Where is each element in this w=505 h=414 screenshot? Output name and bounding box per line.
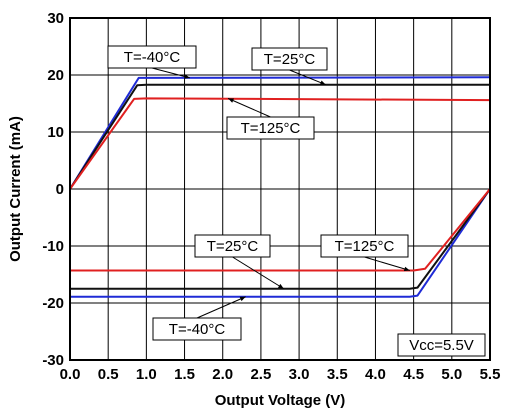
annotation-label: T=125°C	[241, 120, 301, 137]
annotation-box	[107, 45, 197, 69]
tick-labels: 0.0 0.5 1.0 1.5 2.0 2.5 3.0 3.5 4.0 4.5 5.0 5.5 -30 -…	[42, 10, 500, 383]
annotation-arrowhead	[319, 80, 326, 85]
plot-frame	[69, 17, 491, 361]
x-tick-label: 1.0	[136, 366, 157, 383]
series-line-sink-5	[70, 188, 491, 272]
annotation-box	[152, 317, 242, 341]
y-tick-label: 20	[47, 67, 64, 84]
y-tick-label: -10	[42, 238, 64, 255]
annotation-arrowhead	[277, 283, 284, 289]
annotation-pointer	[289, 69, 327, 86]
annotations: T=-40°C T=25°C T=125°C T=25°C T=125°C T=-40°C…	[107, 45, 486, 357]
y-tick-label: -20	[42, 295, 64, 312]
annotation-label: T=-40°C	[124, 49, 181, 66]
series-line-source-0	[69, 76, 491, 190]
x-tick-label: 3.5	[327, 366, 348, 383]
x-axis-title: Output Voltage (V)	[215, 392, 346, 409]
annotation-box	[397, 333, 486, 357]
annotation-box	[226, 116, 315, 140]
x-tick-label: 0.5	[98, 366, 119, 383]
annotation-label: Vcc=5.5V	[409, 337, 474, 354]
annotation-box	[320, 234, 409, 258]
annotation-label: T=125°C	[335, 238, 395, 255]
annotation-arrowhead	[403, 266, 410, 272]
y-tick-label: -30	[42, 352, 64, 369]
x-tick-label: 4.0	[365, 366, 386, 383]
series-layer	[69, 76, 491, 298]
annotation-pointer	[196, 296, 246, 319]
series-line-source-2	[69, 97, 491, 190]
y-tick-label: 0	[56, 181, 64, 198]
series-line-source-1	[69, 83, 490, 190]
series-line-sink-3	[70, 188, 491, 298]
annotation-pointer	[151, 67, 191, 79]
annotation-box	[194, 234, 271, 258]
annotation-arrowhead	[239, 296, 246, 302]
x-tick-label: 2.5	[250, 366, 271, 383]
annotation-label: T=25°C	[264, 51, 316, 68]
x-tick-label: 5.0	[441, 366, 462, 383]
annotation-label: T=-40°C	[169, 321, 226, 338]
x-tick-label: 0.0	[60, 366, 81, 383]
annotation-arrowhead	[183, 74, 190, 79]
x-tick-label: 4.5	[403, 366, 424, 383]
x-tick-label: 1.5	[174, 366, 195, 383]
annotation-pointer	[227, 97, 271, 118]
y-tick-label: 10	[47, 124, 64, 141]
annotation-pointer	[232, 256, 285, 290]
y-tick-label: 30	[47, 10, 64, 27]
annotation-arrowhead	[228, 98, 235, 103]
y-axis-title: Output Current (mA)	[7, 116, 24, 262]
x-tick-label: 5.5	[480, 366, 501, 383]
series-line-sink-4	[70, 188, 491, 290]
annotation-box	[251, 47, 328, 71]
annotation-label: T=25°C	[207, 238, 259, 255]
annotation-pointer	[364, 256, 410, 271]
x-tick-label: 3.0	[289, 366, 310, 383]
x-tick-label: 2.0	[212, 366, 233, 383]
